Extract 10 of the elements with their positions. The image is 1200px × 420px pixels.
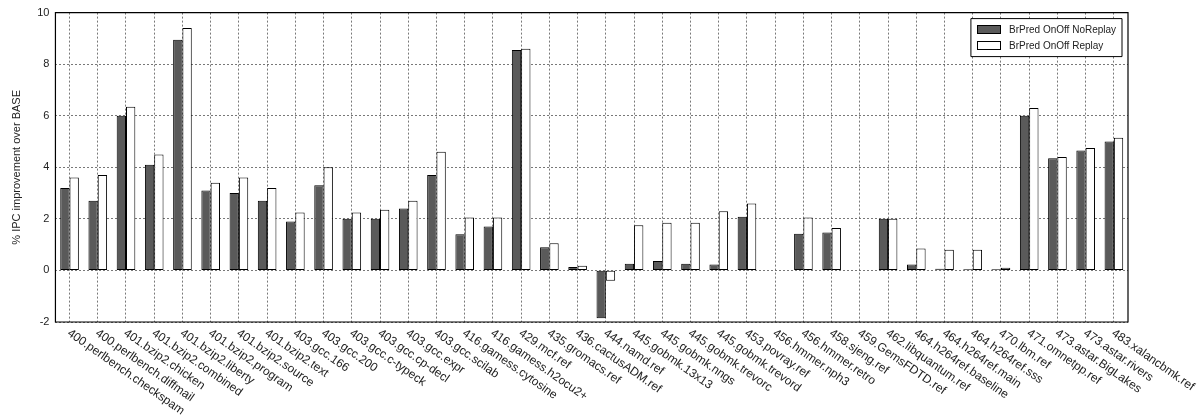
- y-tick-label: 4: [43, 160, 50, 173]
- y-tick-label: 10: [37, 5, 50, 18]
- y-tick-label: 2: [43, 211, 50, 224]
- y-tick-label: -2: [39, 315, 50, 328]
- y-axis-title: % IPC improvement over BASE: [9, 89, 22, 245]
- y-tick-label: 0: [43, 263, 50, 276]
- y-tick-label: 8: [43, 57, 50, 70]
- y-tick-label: 6: [43, 108, 50, 121]
- legend-label: BrPred OnOff Replay: [1009, 39, 1104, 51]
- legend-label: BrPred OnOff NoReplay: [1009, 23, 1117, 35]
